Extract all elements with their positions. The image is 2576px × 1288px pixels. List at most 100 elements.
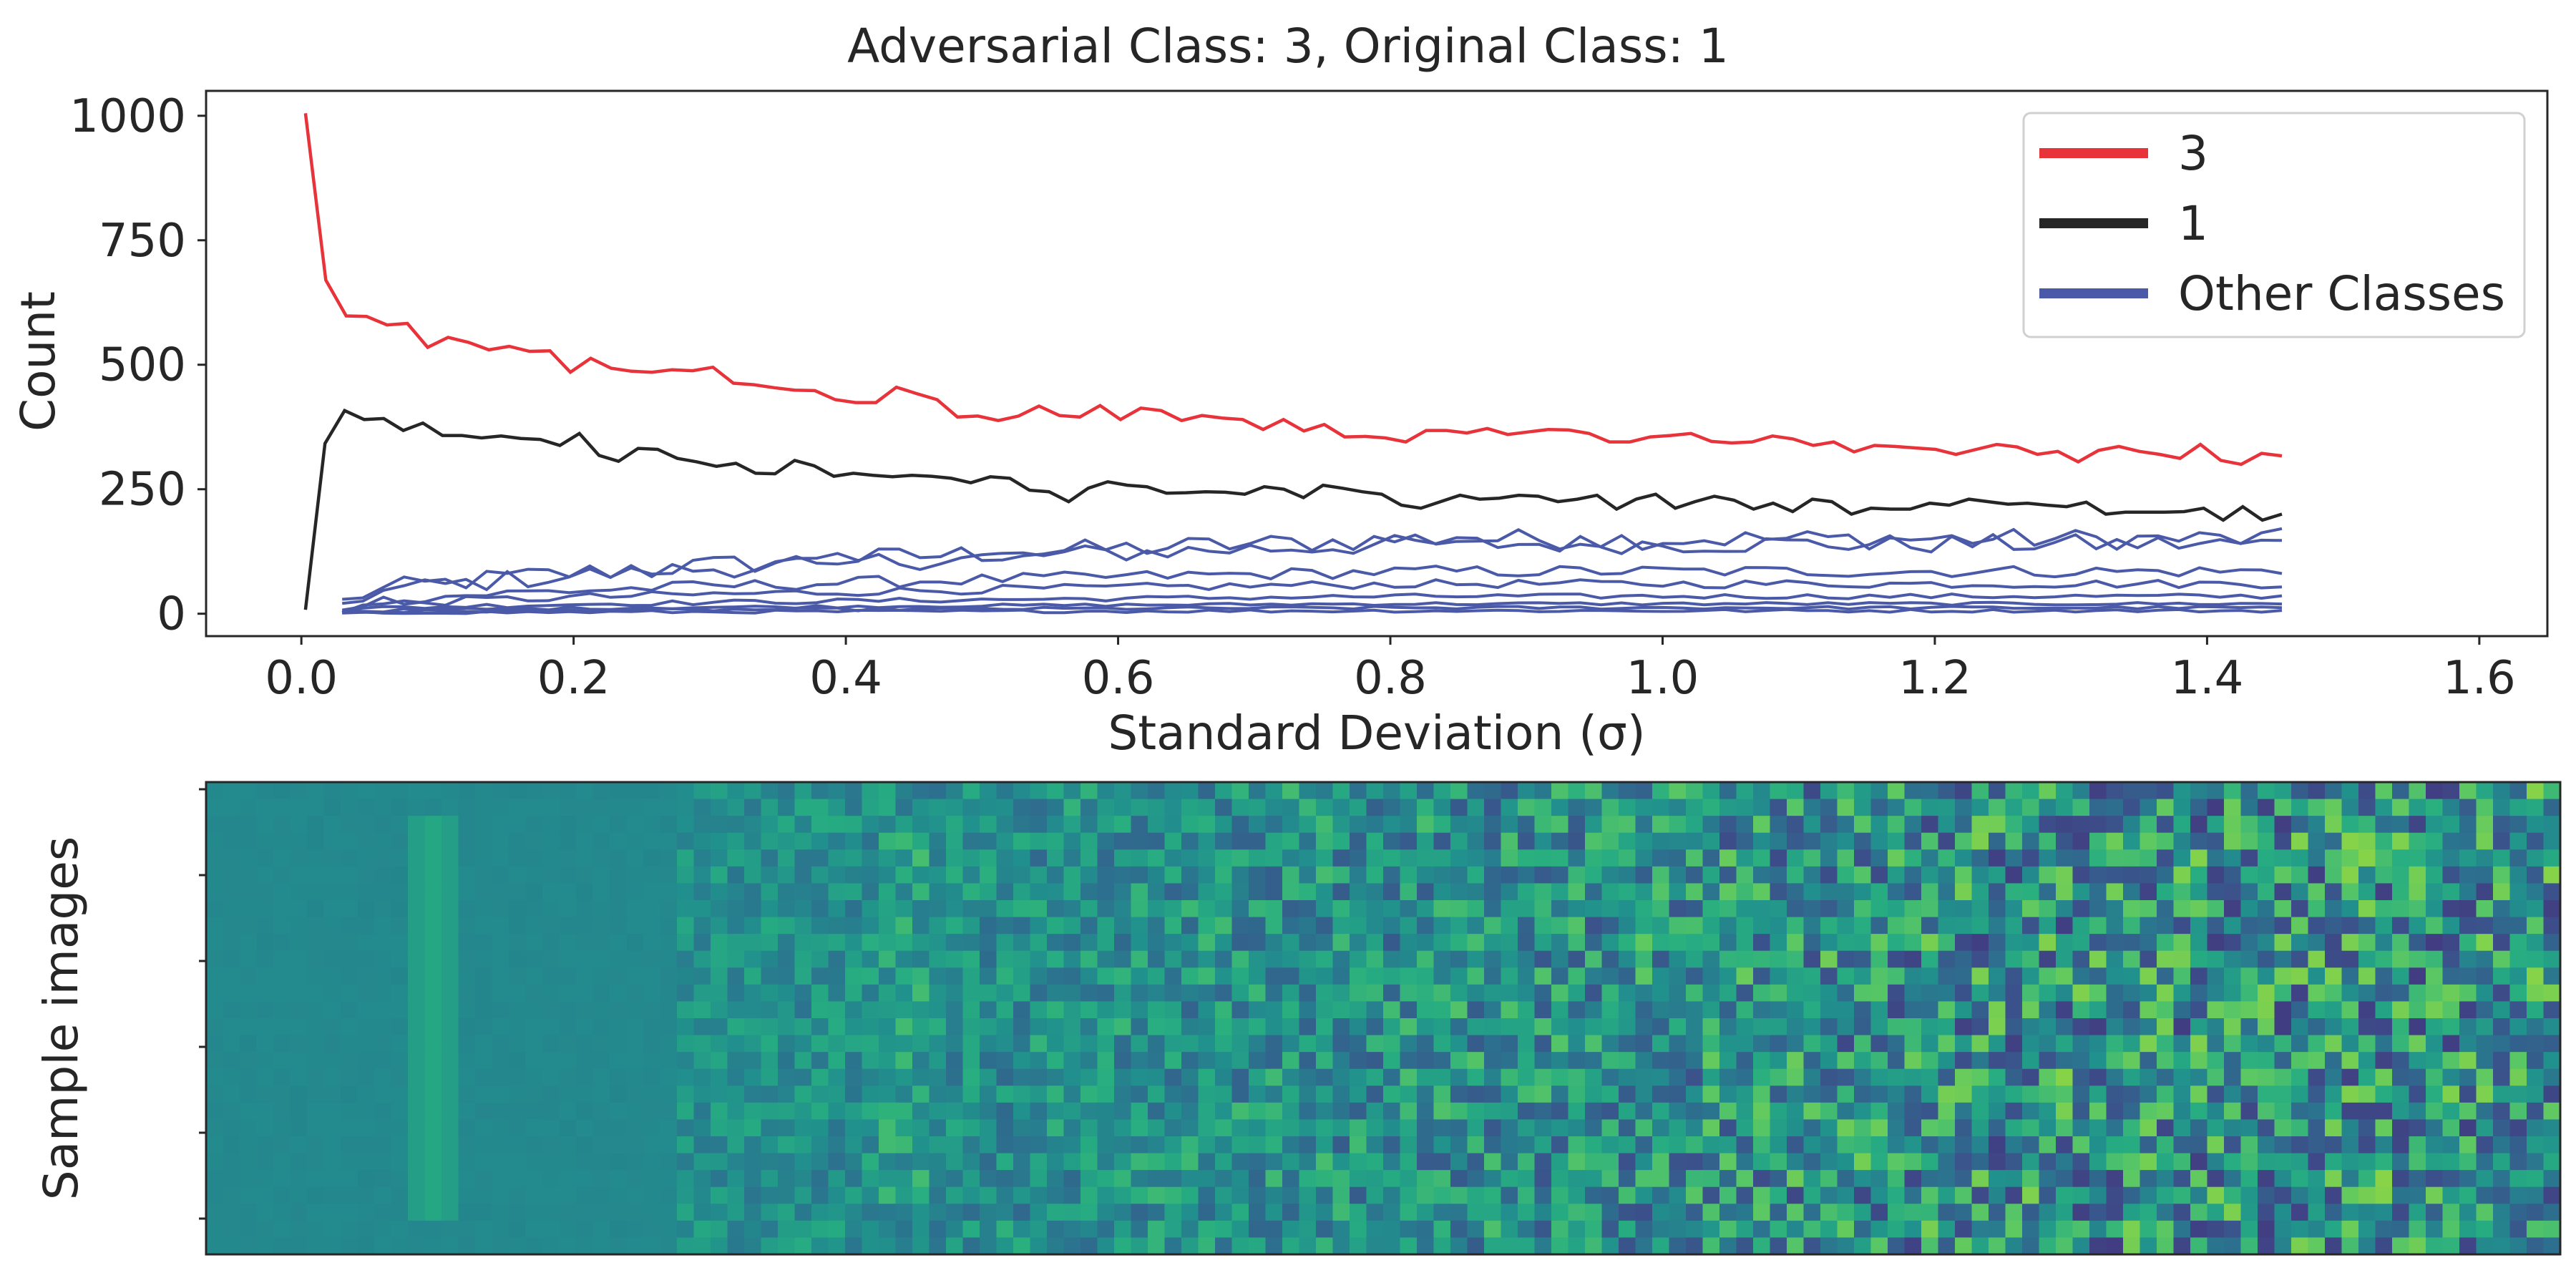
heatmap-cell <box>2426 1237 2444 1255</box>
heatmap-cell <box>794 1186 812 1204</box>
heatmap-cell <box>1803 1001 1821 1019</box>
heatmap-cell <box>794 917 812 935</box>
heatmap-cell <box>1820 1018 1838 1036</box>
heatmap-cell <box>1131 934 1148 952</box>
heatmap-cell <box>2426 934 2444 952</box>
heatmap-cell <box>2527 799 2545 816</box>
heatmap-cell <box>1181 883 1199 901</box>
heatmap-cell <box>1955 1001 1973 1019</box>
heatmap-cell <box>525 1136 543 1154</box>
heatmap-cell <box>1518 1052 1536 1070</box>
heatmap-cell <box>592 967 610 985</box>
heatmap-cell <box>2358 950 2376 968</box>
heatmap-cell <box>778 1153 796 1171</box>
heatmap-cell <box>2493 984 2511 1002</box>
heatmap-cell <box>1753 1153 1771 1171</box>
heatmap-cell <box>1114 1220 1132 1239</box>
heatmap-cell <box>2341 1220 2359 1239</box>
heatmap-cell <box>307 1018 325 1036</box>
heatmap-cell <box>1316 900 1334 918</box>
heatmap-cell <box>879 934 897 952</box>
heatmap-cell <box>1332 1186 1350 1204</box>
heatmap-cell <box>341 1102 358 1121</box>
heatmap-cell <box>1282 1204 1300 1221</box>
heatmap-cell <box>2291 1204 2309 1221</box>
heatmap-cell <box>542 1001 560 1019</box>
heatmap-cell <box>879 1237 897 1255</box>
heatmap-cell <box>2375 782 2393 800</box>
heatmap-cell <box>307 1186 325 1204</box>
heatmap-cell <box>1989 1186 2006 1204</box>
heatmap-cell <box>1501 1220 1518 1239</box>
heatmap-cell <box>1350 967 1367 985</box>
heatmap-cell <box>1383 1136 1401 1154</box>
heatmap-cell <box>626 782 644 800</box>
heatmap-cell <box>1770 1068 1787 1086</box>
heatmap-cell <box>1601 1170 1619 1188</box>
heatmap-cell <box>525 1102 543 1121</box>
heatmap-cell <box>862 1170 879 1188</box>
heatmap-cell <box>256 849 274 867</box>
heatmap-cell <box>1350 799 1367 816</box>
heatmap-cell <box>592 1018 610 1036</box>
heatmap-cell <box>1080 1085 1098 1103</box>
heatmap-cell <box>643 900 661 918</box>
heatmap-cell <box>2442 1186 2460 1204</box>
heatmap-cell <box>1417 1170 1435 1188</box>
heatmap-cell <box>2140 984 2157 1002</box>
heatmap-cell <box>2157 984 2175 1002</box>
heatmap-cell <box>475 967 493 985</box>
heatmap-cell <box>206 1153 224 1171</box>
heatmap-cell <box>2056 934 2074 952</box>
heatmap-cell <box>2039 1035 2057 1053</box>
heatmap-cell <box>1450 1170 1468 1188</box>
heatmap-cell <box>1366 883 1384 901</box>
heatmap-cell <box>2341 849 2359 867</box>
heatmap-cell <box>980 849 997 867</box>
heatmap-cell <box>1131 917 1148 935</box>
heatmap-cell <box>2123 1220 2141 1239</box>
heatmap-cell <box>1181 1052 1199 1070</box>
heatmap-cell <box>1417 1237 1435 1255</box>
heatmap-cell <box>1518 832 1536 850</box>
heatmap-cell <box>374 1237 392 1255</box>
heatmap-cell <box>2039 832 2057 850</box>
heatmap-cell <box>475 1170 493 1188</box>
heatmap-cell <box>2358 1204 2376 1221</box>
heatmap-frame <box>205 781 2562 1256</box>
heatmap-cell <box>1501 984 1518 1002</box>
heatmap-cell <box>1921 1136 1939 1154</box>
heatmap-cell <box>778 1102 796 1121</box>
heatmap-cell <box>727 799 745 816</box>
heatmap-cell <box>273 799 291 816</box>
heatmap-cell <box>1753 967 1771 985</box>
heatmap-cell <box>1854 1035 1872 1053</box>
heatmap-cell <box>744 782 762 800</box>
heatmap-cell <box>1971 1237 1989 1255</box>
heatmap-cell <box>2409 1237 2426 1255</box>
heatmap-cell <box>1652 1035 1670 1053</box>
heatmap-cell <box>2341 866 2359 884</box>
heatmap-cell <box>206 849 224 867</box>
heatmap-cell <box>1164 1068 1182 1086</box>
heatmap-cell <box>1518 1170 1536 1188</box>
heatmap-cell <box>1467 883 1485 901</box>
heatmap-cell <box>2341 900 2359 918</box>
heatmap-cell <box>290 1220 308 1239</box>
heatmap-cell <box>2459 967 2477 985</box>
heatmap-cell <box>2527 1068 2545 1086</box>
heatmap-cell <box>1198 1018 1216 1036</box>
heatmap-cell <box>1215 1136 1233 1154</box>
heatmap-cell <box>1215 799 1233 816</box>
heatmap-cell <box>1164 1237 1182 1255</box>
heatmap-cell <box>1366 816 1384 834</box>
heatmap-cell <box>424 1018 442 1036</box>
heatmap-cell <box>778 1136 796 1154</box>
heatmap-cell <box>962 832 980 850</box>
heatmap-cell <box>1787 1170 1805 1188</box>
heatmap-cell <box>1332 1035 1350 1053</box>
heatmap-cell <box>2258 1068 2275 1086</box>
heatmap-cell <box>341 816 358 834</box>
heatmap-cell <box>1433 782 1451 800</box>
heatmap-cell <box>895 816 913 834</box>
